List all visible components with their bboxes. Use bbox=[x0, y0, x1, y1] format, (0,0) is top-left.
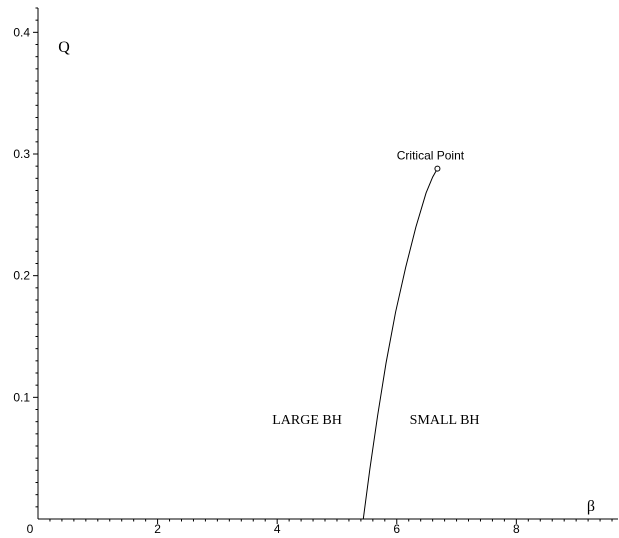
plot-area: Critical Point LARGE BH SMALL BH bbox=[272, 149, 480, 520]
y-tick-label: 0.1 bbox=[13, 390, 30, 404]
x-tick-label: 2 bbox=[154, 522, 161, 536]
small-bh-label: SMALL BH bbox=[410, 413, 480, 428]
x-tick-label: 4 bbox=[274, 522, 281, 536]
x-tick-label: 0 bbox=[27, 522, 34, 536]
x-tick-label: 6 bbox=[393, 522, 400, 536]
y-tick-label: 0.2 bbox=[13, 269, 30, 283]
x-axis: 0 2 4 6 8 bbox=[27, 518, 618, 536]
large-bh-label: LARGE BH bbox=[272, 413, 342, 428]
y-tick-label: 0.3 bbox=[13, 147, 30, 161]
critical-point-label: Critical Point bbox=[397, 149, 465, 163]
y-axis-title: Q bbox=[58, 39, 70, 56]
x-tick-label: 8 bbox=[513, 522, 520, 536]
y-tick-label: 0.4 bbox=[13, 25, 30, 39]
x-axis-title: β bbox=[587, 498, 595, 515]
y-axis: 0.1 0.2 0.3 0.4 bbox=[13, 7, 39, 519]
coexistence-curve bbox=[362, 168, 438, 520]
critical-point-marker bbox=[434, 165, 441, 172]
